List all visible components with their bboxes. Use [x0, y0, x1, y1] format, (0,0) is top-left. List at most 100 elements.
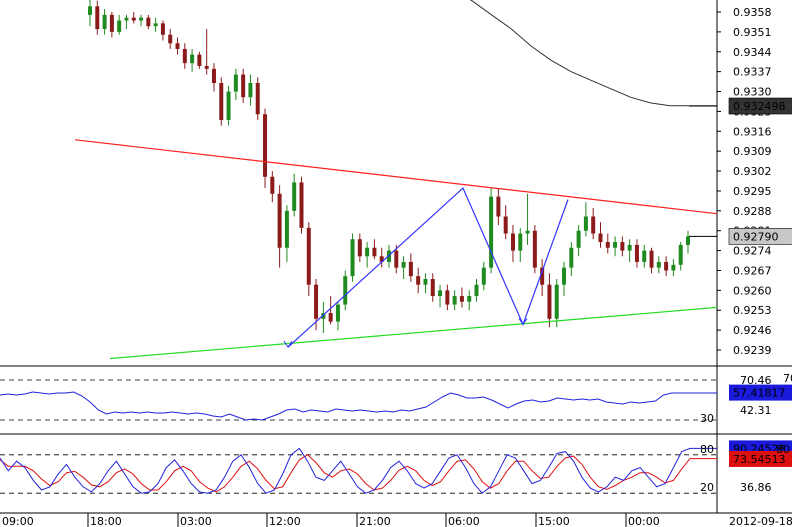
candle: [88, 0, 92, 27]
candle-body: [686, 236, 690, 245]
candle: [591, 207, 596, 240]
candle-body: [540, 267, 545, 285]
candle-body: [445, 290, 450, 305]
candle-body: [95, 6, 100, 30]
candle-body: [226, 91, 231, 120]
candle-body: [518, 233, 523, 251]
candle: [423, 273, 428, 294]
candle: [481, 261, 486, 291]
candle: [190, 48, 195, 72]
candle: [153, 17, 158, 32]
candle: [204, 29, 209, 75]
candle: [95, 0, 100, 35]
candle-body: [452, 296, 457, 305]
candle-body: [664, 261, 669, 271]
candle-body: [503, 216, 508, 234]
candle-body: [408, 261, 413, 277]
candle-body: [328, 313, 333, 322]
candle-body: [613, 242, 618, 248]
candle-body: [306, 227, 311, 285]
candle-body: [605, 242, 610, 248]
support-trendline: [109, 306, 718, 360]
stoch-d-line: [0, 454, 717, 493]
candle: [328, 296, 333, 325]
candle-body: [671, 264, 676, 271]
candle: [489, 188, 494, 274]
candle-body: [525, 230, 530, 234]
candle: [306, 222, 311, 297]
candle: [656, 256, 661, 274]
candle-body: [554, 284, 559, 319]
candle: [160, 20, 165, 41]
candle: [430, 273, 435, 302]
candle: [175, 37, 180, 55]
time-tick-label: 03:00: [180, 515, 212, 527]
candle: [598, 222, 603, 248]
time-tick-label: 15:00: [538, 515, 570, 527]
candle-body: [197, 54, 202, 66]
candle-body: [569, 247, 574, 268]
candle-body: [204, 65, 209, 69]
candle: [518, 227, 523, 262]
candle-body: [233, 74, 238, 92]
stoch-d-tag-text: 73.54513: [733, 453, 786, 466]
candle: [525, 193, 530, 245]
candle: [117, 14, 122, 35]
candle-body: [357, 239, 362, 257]
candle-body: [314, 284, 319, 319]
candle: [686, 230, 690, 254]
candle-body: [299, 182, 304, 228]
candle: [510, 225, 515, 262]
candle: [335, 301, 340, 331]
candle: [379, 247, 384, 268]
candle: [664, 256, 669, 277]
candle-body: [182, 48, 187, 64]
price-tick-label: 0.9246: [733, 324, 772, 337]
candle-body: [190, 54, 195, 64]
candle-body: [562, 267, 567, 285]
price-tick-label: 0.9253: [733, 304, 772, 317]
candle-body: [372, 247, 377, 257]
candle: [292, 173, 297, 217]
candle: [583, 202, 588, 237]
candle: [459, 287, 464, 308]
resistance-trendline: [74, 139, 718, 215]
stoch-upper-label: 80: [776, 443, 790, 456]
candle: [365, 242, 370, 268]
rsi-value-tag-box: [729, 384, 792, 401]
candle-body: [547, 284, 552, 319]
price-tick-label: 0.9309: [733, 145, 772, 158]
candle-body: [219, 83, 224, 120]
moving-average-path: [469, 0, 717, 107]
candle: [109, 12, 114, 38]
candle: [394, 244, 399, 274]
candle: [540, 259, 545, 297]
price-tick-label: 0.9330: [733, 86, 772, 99]
candle-body: [387, 250, 391, 262]
candle-body: [656, 261, 661, 268]
candle-body: [160, 23, 165, 35]
stoch-level-80-label: 80: [700, 443, 714, 456]
candle: [263, 108, 268, 189]
price-tick-label: 0.9267: [733, 264, 772, 277]
time-tick-label: 12:00: [269, 515, 301, 527]
candle-body: [423, 278, 428, 285]
moving-average-tag: 0.932498: [689, 97, 792, 115]
candle-body: [510, 233, 515, 251]
candle-body: [620, 242, 625, 251]
candle-body: [678, 244, 683, 265]
rsi-lower-label: 42.31: [740, 404, 772, 417]
candle-body: [168, 34, 173, 44]
candle-body: [496, 196, 501, 217]
price-tick-label: 0.9239: [733, 344, 772, 357]
price-tags: 0.932498 0.92790: [689, 97, 792, 245]
candle-body: [401, 261, 406, 268]
price-tick-label: 0.9260: [733, 284, 772, 297]
candle-body: [649, 250, 654, 268]
candle: [124, 14, 129, 30]
candle: [270, 171, 275, 203]
candle: [452, 290, 457, 311]
candle: [408, 253, 413, 282]
price-tick-label: 0.9337: [733, 66, 772, 79]
